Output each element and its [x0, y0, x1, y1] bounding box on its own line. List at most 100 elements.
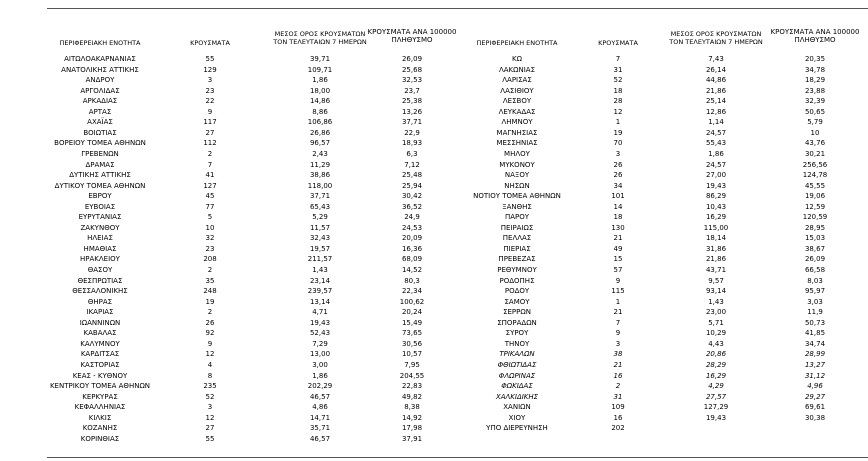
- value-cell: 127: [203, 181, 217, 190]
- header-cell: ΚΡΟΥΣΜΑΤΑ: [598, 39, 638, 47]
- value-cell: 12: [613, 107, 623, 116]
- value-cell: 21: [613, 234, 623, 243]
- value-cell: 8,03: [807, 276, 823, 285]
- value-cell: 1,86: [312, 76, 328, 85]
- header-cell: ΚΡΟΥΣΜΑΤΑ ΑΝΑ 100000 ΠΛΗΘΥΣΜΟ: [770, 28, 860, 44]
- header-cell: ΠΕΡΙΦΕΡΕΙΑΚΗ ΕΝΟΤΗΤΑ: [59, 39, 141, 47]
- value-cell: 25,38: [401, 97, 423, 106]
- value-cell: 21,86: [705, 86, 727, 95]
- value-cell: 69,61: [804, 403, 826, 412]
- value-cell: 22,83: [401, 382, 423, 391]
- region-name: ΕΥΒΟΙΑΣ: [84, 202, 116, 211]
- value-cell: 6,3: [406, 149, 418, 158]
- value-cell: 101: [611, 192, 625, 201]
- value-cell: 55,43: [705, 139, 727, 148]
- value-cell: 21: [613, 360, 623, 369]
- value-cell: 19,43: [705, 413, 727, 422]
- region-name: ΝΑΞΟΥ: [504, 171, 530, 180]
- header-cell: ΜΕΣΟΣ ΟΡΟΣ ΚΡΟΥΣΜΑΤΩΝ ΤΟΝ ΤΕΛΕΥΤΑΙΩΝ 7 Η…: [669, 30, 763, 46]
- region-name: ΚΑΒΑΛΑΣ: [83, 329, 117, 338]
- value-cell: 27,00: [705, 171, 727, 180]
- value-cell: 118,00: [307, 181, 333, 190]
- region-name: ΛΑΡΙΣΑΣ: [502, 76, 532, 85]
- region-name: ΓΡΕΒΕΝΩΝ: [81, 149, 119, 158]
- value-cell: 4,96: [807, 382, 823, 391]
- value-cell: 22: [205, 97, 215, 106]
- value-cell: 5: [207, 213, 213, 222]
- value-cell: 120,59: [802, 213, 828, 222]
- header-cell: ΜΕΣΟΣ ΟΡΟΣ ΚΡΟΥΣΜΑΤΩΝ ΤΟΝ ΤΕΛΕΥΤΑΙΩΝ 7 Η…: [273, 30, 367, 46]
- value-cell: 115: [611, 287, 625, 296]
- value-cell: 38,67: [804, 244, 826, 253]
- value-cell: 52,43: [309, 329, 331, 338]
- value-cell: 20,86: [705, 350, 727, 359]
- value-cell: 4,71: [312, 308, 328, 317]
- region-name: ΛΗΜΝΟΥ: [501, 118, 533, 127]
- value-cell: 80,3: [404, 276, 420, 285]
- region-name: ΦΛΩΡΙΝΑΣ: [498, 371, 536, 380]
- value-cell: 202,29: [307, 382, 333, 391]
- value-cell: 2,43: [312, 149, 328, 158]
- region-name: ΡΟΔΟΠΗΣ: [499, 276, 535, 285]
- value-cell: 10,29: [705, 329, 727, 338]
- value-cell: 95,97: [804, 287, 826, 296]
- value-cell: 43,71: [705, 266, 727, 274]
- value-cell: 24,9: [404, 213, 420, 222]
- region-name: ΛΑΚΩΝΙΑΣ: [498, 65, 536, 74]
- value-cell: 52: [205, 392, 215, 401]
- region-name: ΚΟΡΙΝΘΙΑΣ: [80, 434, 120, 443]
- value-cell: 23,14: [309, 276, 331, 285]
- value-cell: 86,29: [705, 192, 727, 201]
- value-cell: 10: [810, 128, 820, 137]
- value-cell: 26: [613, 160, 623, 169]
- value-cell: 35: [205, 276, 215, 285]
- value-cell: 65,43: [309, 202, 331, 211]
- value-cell: 55: [205, 55, 215, 63]
- value-cell: 20,35: [804, 55, 826, 63]
- value-cell: 235: [203, 382, 217, 391]
- value-cell: 45: [205, 192, 215, 201]
- value-cell: 57: [613, 266, 623, 274]
- value-cell: 106,86: [307, 118, 333, 127]
- value-cell: 1: [615, 118, 621, 127]
- region-name: ΣΠΟΡΑΔΩΝ: [497, 318, 537, 327]
- value-cell: 13,00: [309, 350, 331, 359]
- value-cell: 1,14: [708, 118, 724, 127]
- region-name: ΤΡΙΚΑΛΩΝ: [499, 350, 535, 359]
- value-cell: 73,65: [401, 329, 423, 338]
- value-cell: 34,74: [804, 339, 826, 348]
- value-cell: 9: [615, 329, 621, 338]
- value-cell: 41: [205, 171, 215, 180]
- value-cell: 25,94: [401, 181, 423, 190]
- region-name: ΠΑΡΟΥ: [504, 213, 530, 222]
- region-name: ΗΛΕΙΑΣ: [87, 234, 113, 243]
- value-cell: 35,71: [309, 424, 331, 433]
- value-cell: 23: [205, 244, 215, 253]
- value-cell: 38,86: [309, 171, 331, 180]
- region-name: ΒΟΡΕΙΟΥ ΤΟΜΕΑ ΑΘΗΝΩΝ: [54, 139, 146, 148]
- value-cell: 12,59: [804, 202, 826, 211]
- value-cell: 7: [207, 160, 213, 169]
- value-cell: 50,65: [804, 107, 826, 116]
- value-cell: 4: [207, 360, 213, 369]
- value-cell: 14,71: [309, 413, 331, 422]
- value-cell: 129: [203, 65, 217, 74]
- region-name: ΑΙΤΩΛΟΑΚΑΡΝΑΝΙΑΣ: [64, 55, 136, 63]
- value-cell: 5,29: [312, 213, 328, 222]
- value-cell: 208: [203, 255, 217, 264]
- value-cell: 23,7: [404, 86, 420, 95]
- region-name: ΠΡΕΒΕΖΑΣ: [498, 255, 536, 264]
- value-cell: 10,43: [705, 202, 727, 211]
- value-cell: 32: [205, 234, 215, 243]
- value-cell: 22,9: [404, 128, 420, 137]
- value-cell: 14: [613, 202, 623, 211]
- value-cell: 7: [615, 318, 621, 327]
- region-name: ΚΟΖΑΝΗΣ: [82, 424, 118, 433]
- value-cell: 31,86: [705, 244, 727, 253]
- value-cell: 92: [205, 329, 215, 338]
- region-name: ΑΝΔΡΟΥ: [85, 76, 115, 85]
- value-cell: 68,09: [401, 255, 423, 264]
- value-cell: 14,86: [309, 97, 331, 106]
- region-name: ΚΕΦΑΛΛΗΝΙΑΣ: [74, 403, 126, 412]
